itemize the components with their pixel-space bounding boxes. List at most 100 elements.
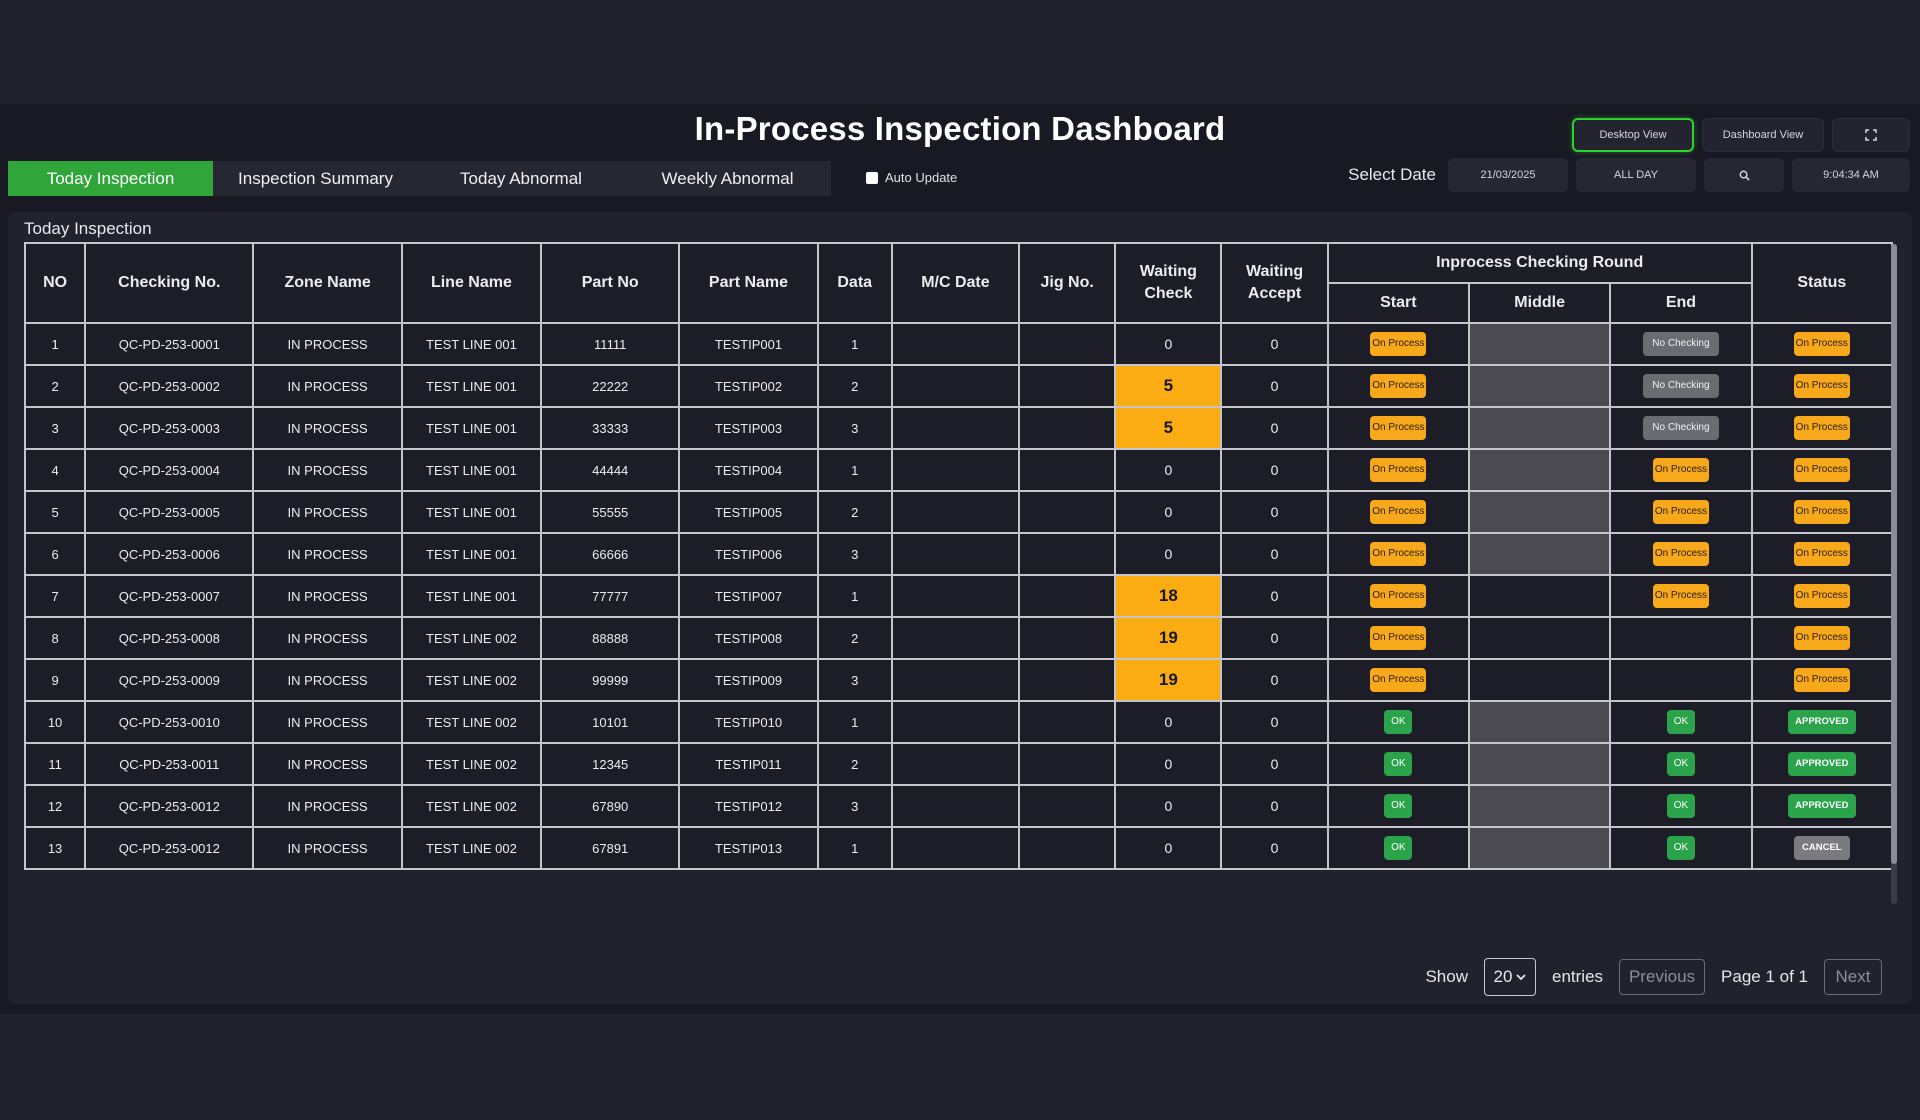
- cell-waiting-accept: 0: [1220, 784, 1329, 828]
- cell-waiting-check: 0: [1114, 700, 1223, 744]
- cell-part-no: 88888: [540, 616, 681, 660]
- start-status-badge: On Process: [1370, 626, 1427, 650]
- header-waiting-accept-line2: Accept: [1247, 285, 1302, 302]
- entries-select[interactable]: 20: [1484, 958, 1536, 996]
- fullscreen-button[interactable]: [1832, 118, 1910, 152]
- table-row[interactable]: 4 QC-PD-253-0004 IN PROCESS TEST LINE 001 44…: [23, 448, 1894, 492]
- table-scrollbar-thumb[interactable]: [1891, 244, 1897, 864]
- next-button[interactable]: Next: [1824, 959, 1882, 995]
- cell-start: On Process: [1326, 574, 1470, 618]
- end-status-badge: No Checking: [1642, 416, 1719, 440]
- cell-waiting-accept: 0: [1220, 826, 1329, 870]
- cell-part-no: 22222: [540, 364, 681, 408]
- cell-jig-no: [1018, 700, 1117, 744]
- start-status-badge: On Process: [1370, 374, 1427, 398]
- header-status: Status: [1750, 242, 1894, 324]
- cell-start: On Process: [1326, 364, 1470, 408]
- cell-mc-date: [890, 532, 1021, 576]
- cell-start: OK: [1326, 826, 1470, 870]
- cell-start: OK: [1326, 784, 1470, 828]
- header-line-name: Line Name: [400, 242, 543, 324]
- date-input[interactable]: 21/03/2025: [1448, 158, 1568, 192]
- cell-status: On Process: [1750, 406, 1894, 450]
- table-row[interactable]: 1 QC-PD-253-0001 IN PROCESS TEST LINE 001 11…: [23, 322, 1894, 366]
- auto-update-checkbox[interactable]: [866, 171, 878, 184]
- cell-waiting-accept: 0: [1220, 364, 1329, 408]
- cell-start: On Process: [1326, 448, 1470, 492]
- cell-checking-no: QC-PD-253-0012: [84, 784, 255, 828]
- cell-part-name: TESTIP003: [678, 406, 819, 450]
- cell-data: 3: [816, 784, 893, 828]
- cell-status: On Process: [1750, 322, 1894, 366]
- cell-end: OK: [1609, 700, 1753, 744]
- status-status-badge: On Process: [1793, 458, 1850, 482]
- cell-data: 3: [816, 658, 893, 702]
- table-row[interactable]: 13 QC-PD-253-0012 IN PROCESS TEST LINE 002 6…: [23, 826, 1894, 870]
- table-row[interactable]: 7 QC-PD-253-0007 IN PROCESS TEST LINE 001 77…: [23, 574, 1894, 618]
- table-row[interactable]: 9 QC-PD-253-0009 IN PROCESS TEST LINE 002 99…: [23, 658, 1894, 702]
- cell-middle: [1467, 448, 1612, 492]
- table-row[interactable]: 10 QC-PD-253-0010 IN PROCESS TEST LINE 002 1…: [23, 700, 1894, 744]
- cell-part-no: 55555: [540, 490, 681, 534]
- cell-status: APPROVED: [1750, 784, 1894, 828]
- cell-end: On Process: [1609, 490, 1753, 534]
- cell-end: On Process: [1609, 532, 1753, 576]
- cell-mc-date: [890, 742, 1021, 786]
- cell-waiting-check: 0: [1114, 490, 1223, 534]
- range-select[interactable]: ALL DAY: [1576, 158, 1696, 192]
- auto-update-toggle[interactable]: Auto Update: [866, 170, 957, 185]
- cell-end: On Process: [1609, 574, 1753, 618]
- header-middle: Middle: [1467, 282, 1612, 324]
- cell-line: TEST LINE 001: [400, 364, 543, 408]
- header-waiting-accept-line1: Waiting: [1245, 263, 1304, 280]
- cell-no: 9: [23, 658, 87, 702]
- clock-display: 9:04:34 AM: [1792, 158, 1910, 192]
- cell-waiting-accept: 0: [1220, 532, 1329, 576]
- table-row[interactable]: 8 QC-PD-253-0008 IN PROCESS TEST LINE 002 88…: [23, 616, 1894, 660]
- status-status-badge: APPROVED: [1787, 710, 1856, 734]
- end-status-badge: On Process: [1652, 500, 1709, 524]
- cell-waiting-check: 0: [1114, 448, 1223, 492]
- cell-start: On Process: [1326, 322, 1470, 366]
- table-row[interactable]: 2 QC-PD-253-0002 IN PROCESS TEST LINE 001 22…: [23, 364, 1894, 408]
- cell-data: 1: [816, 322, 893, 366]
- cell-part-no: 67891: [540, 826, 681, 870]
- cell-waiting-check: 18: [1114, 574, 1223, 618]
- cell-mc-date: [890, 322, 1021, 366]
- cell-start: OK: [1326, 700, 1470, 744]
- cell-part-name: TESTIP006: [678, 532, 819, 576]
- inspection-panel: Today Inspection NO Checking No. Zone Na…: [8, 212, 1912, 1004]
- cell-data: 2: [816, 364, 893, 408]
- cell-waiting-accept: 0: [1220, 490, 1329, 534]
- tab-today-abnormal[interactable]: Today Abnormal: [460, 168, 582, 188]
- tab-today-inspection[interactable]: Today Inspection: [8, 161, 213, 196]
- table-row[interactable]: 3 QC-PD-253-0003 IN PROCESS TEST LINE 001 33…: [23, 406, 1894, 450]
- cell-no: 2: [23, 364, 87, 408]
- cell-jig-no: [1018, 658, 1117, 702]
- start-status-badge: OK: [1384, 836, 1413, 860]
- tab-inspection-summary[interactable]: Inspection Summary: [238, 168, 393, 188]
- table-row[interactable]: 5 QC-PD-253-0005 IN PROCESS TEST LINE 001 55…: [23, 490, 1894, 534]
- cell-start: On Process: [1326, 406, 1470, 450]
- cell-checking-no: QC-PD-253-0012: [84, 826, 255, 870]
- dashboard-view-button[interactable]: Dashboard View: [1702, 118, 1824, 152]
- cell-data: 2: [816, 616, 893, 660]
- tab-weekly-abnormal[interactable]: Weekly Abnormal: [661, 168, 794, 188]
- table-row[interactable]: 6 QC-PD-253-0006 IN PROCESS TEST LINE 001 66…: [23, 532, 1894, 576]
- cell-zone: IN PROCESS: [252, 658, 403, 702]
- table-row[interactable]: 12 QC-PD-253-0012 IN PROCESS TEST LINE 002 6…: [23, 784, 1894, 828]
- cell-part-no: 10101: [540, 700, 681, 744]
- cell-zone: IN PROCESS: [252, 784, 403, 828]
- table-row[interactable]: 11 QC-PD-253-0011 IN PROCESS TEST LINE 002 1…: [23, 742, 1894, 786]
- search-button[interactable]: [1704, 158, 1784, 192]
- desktop-view-button[interactable]: Desktop View: [1572, 118, 1694, 152]
- cell-status: On Process: [1750, 616, 1894, 660]
- cell-no: 11: [23, 742, 87, 786]
- cell-line: TEST LINE 002: [400, 658, 543, 702]
- header-waiting-check-line1: Waiting: [1139, 263, 1197, 280]
- cell-mc-date: [890, 784, 1021, 828]
- top-band: [0, 0, 1920, 104]
- cell-waiting-check: 0: [1114, 784, 1223, 828]
- cell-waiting-accept: 0: [1220, 406, 1329, 450]
- previous-button[interactable]: Previous: [1619, 959, 1706, 995]
